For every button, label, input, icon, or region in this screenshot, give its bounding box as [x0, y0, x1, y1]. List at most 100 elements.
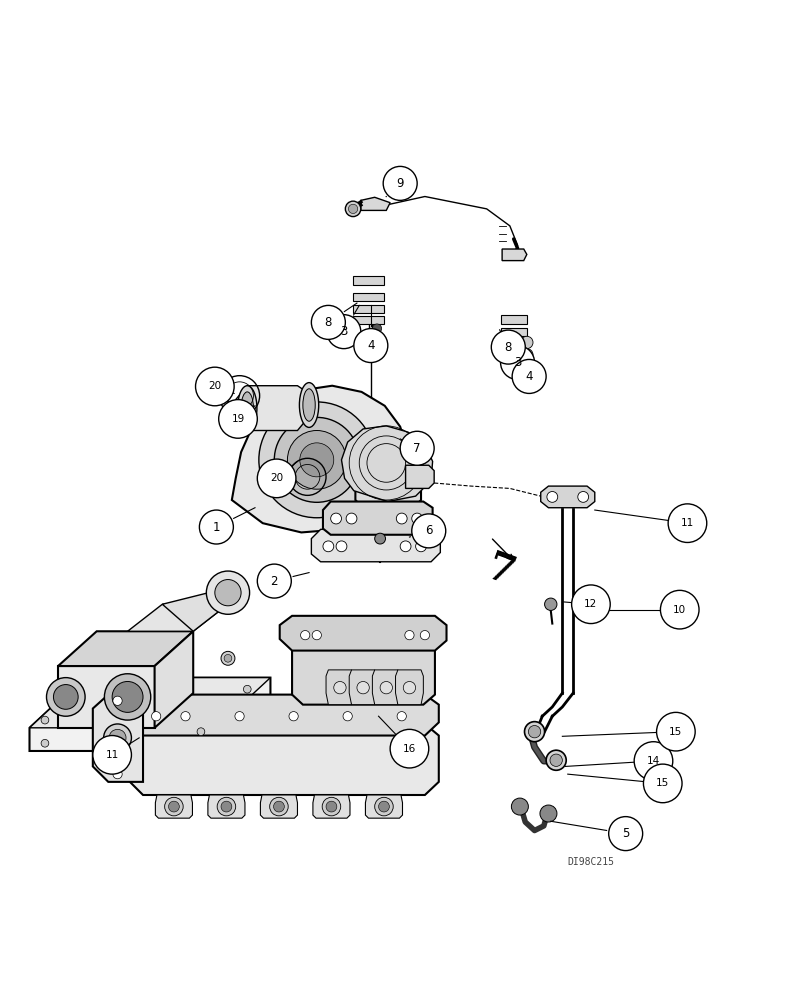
Circle shape — [348, 204, 358, 213]
Text: 4: 4 — [367, 339, 374, 352]
Polygon shape — [361, 197, 390, 210]
Polygon shape — [311, 529, 440, 562]
Text: 7: 7 — [481, 549, 520, 594]
Text: 5: 5 — [622, 827, 630, 840]
Text: 20: 20 — [270, 473, 283, 483]
Polygon shape — [353, 316, 384, 324]
Circle shape — [500, 346, 534, 380]
Circle shape — [412, 513, 422, 524]
Circle shape — [169, 801, 180, 812]
Polygon shape — [323, 502, 433, 535]
Polygon shape — [260, 795, 298, 818]
Polygon shape — [326, 670, 354, 705]
Circle shape — [41, 739, 49, 747]
Circle shape — [274, 417, 359, 502]
Circle shape — [521, 336, 533, 349]
Circle shape — [104, 724, 132, 752]
Circle shape — [46, 678, 85, 716]
Circle shape — [206, 571, 250, 614]
Circle shape — [491, 330, 526, 364]
Circle shape — [547, 492, 558, 502]
Ellipse shape — [299, 383, 318, 427]
Polygon shape — [155, 795, 192, 818]
Polygon shape — [396, 670, 423, 705]
Circle shape — [644, 764, 682, 803]
Circle shape — [112, 681, 143, 712]
Polygon shape — [232, 386, 408, 532]
Circle shape — [331, 513, 341, 524]
Circle shape — [571, 585, 610, 624]
Circle shape — [634, 742, 673, 780]
Text: 14: 14 — [647, 756, 660, 766]
Circle shape — [390, 729, 429, 768]
Circle shape — [334, 681, 346, 694]
Circle shape — [109, 729, 126, 746]
Text: 15: 15 — [656, 778, 669, 788]
Circle shape — [374, 533, 385, 544]
Text: 4: 4 — [526, 370, 533, 383]
Polygon shape — [313, 795, 350, 818]
Ellipse shape — [241, 392, 254, 424]
Text: 11: 11 — [681, 518, 694, 528]
Circle shape — [224, 654, 232, 662]
Circle shape — [660, 590, 699, 629]
Circle shape — [288, 430, 346, 489]
Text: 11: 11 — [106, 750, 119, 760]
Circle shape — [195, 367, 234, 406]
Circle shape — [221, 651, 235, 665]
Circle shape — [405, 631, 414, 640]
Circle shape — [336, 541, 347, 552]
Text: 12: 12 — [584, 599, 597, 609]
Polygon shape — [162, 577, 236, 631]
Text: 3: 3 — [514, 356, 521, 369]
Polygon shape — [502, 249, 527, 261]
Polygon shape — [116, 695, 439, 736]
Circle shape — [400, 431, 434, 465]
Text: 10: 10 — [673, 605, 686, 615]
Circle shape — [258, 459, 296, 498]
Circle shape — [412, 514, 446, 548]
Circle shape — [93, 736, 132, 774]
Circle shape — [400, 541, 411, 552]
Circle shape — [345, 201, 361, 217]
Text: 8: 8 — [325, 316, 332, 329]
Circle shape — [545, 598, 557, 610]
Circle shape — [151, 712, 161, 721]
Circle shape — [215, 580, 241, 606]
Polygon shape — [353, 305, 384, 313]
Circle shape — [197, 728, 205, 736]
Circle shape — [54, 685, 78, 709]
Polygon shape — [353, 276, 384, 285]
Circle shape — [378, 801, 389, 812]
Circle shape — [165, 797, 183, 816]
Circle shape — [511, 798, 529, 815]
Circle shape — [546, 750, 567, 770]
Polygon shape — [208, 795, 245, 818]
Circle shape — [221, 801, 232, 812]
Circle shape — [415, 541, 426, 552]
Circle shape — [668, 504, 707, 542]
Circle shape — [323, 541, 334, 552]
Circle shape — [258, 564, 292, 598]
Polygon shape — [236, 386, 309, 430]
Circle shape — [322, 797, 340, 816]
Circle shape — [181, 712, 190, 721]
Circle shape — [199, 510, 233, 544]
Circle shape — [217, 797, 236, 816]
Circle shape — [397, 712, 407, 721]
Circle shape — [104, 674, 151, 720]
Circle shape — [243, 685, 251, 693]
Polygon shape — [500, 315, 527, 324]
Polygon shape — [373, 670, 400, 705]
Polygon shape — [366, 795, 403, 818]
Polygon shape — [341, 426, 433, 502]
Polygon shape — [58, 666, 154, 728]
Circle shape — [383, 166, 417, 200]
Circle shape — [113, 770, 122, 779]
Circle shape — [403, 681, 415, 694]
Circle shape — [299, 443, 334, 477]
Polygon shape — [355, 458, 421, 508]
Circle shape — [258, 402, 375, 518]
Circle shape — [380, 681, 392, 694]
Circle shape — [521, 349, 533, 361]
